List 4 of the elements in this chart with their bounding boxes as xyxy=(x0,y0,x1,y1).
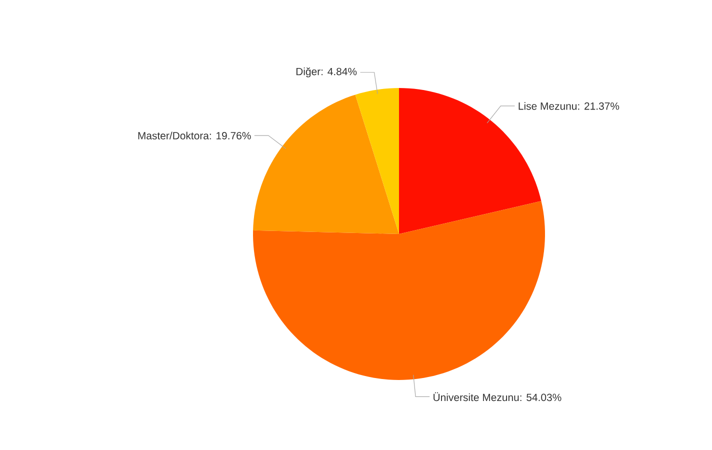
slice-label: Master/Doktora: 19.76% xyxy=(138,132,251,140)
slice-label: Diğer: 4.84% xyxy=(296,67,357,78)
slice-label: Lise Mezunu: 21.37% xyxy=(518,102,620,110)
slice-label: Üniversite Mezunu: 54.03% xyxy=(434,392,562,402)
